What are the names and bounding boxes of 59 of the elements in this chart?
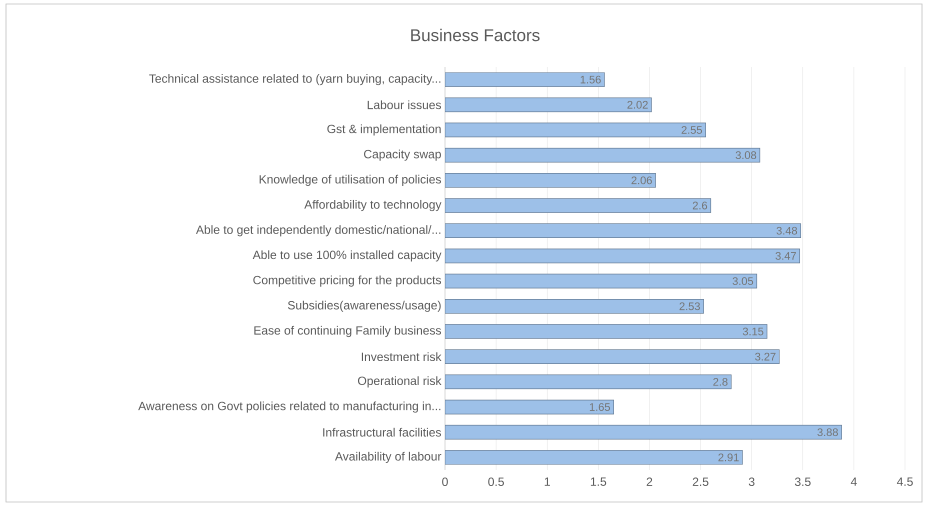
y-tick-label: Ease of continuing Family business xyxy=(254,326,442,338)
bar xyxy=(445,72,605,87)
bar xyxy=(445,173,656,188)
x-tick-label: 0 xyxy=(442,478,448,486)
x-tick-label: 4.5 xyxy=(896,478,913,486)
x-tick-label: 3.5 xyxy=(794,478,811,486)
bar xyxy=(445,148,760,162)
y-tick-label: Able to use 100% installed capacity xyxy=(252,250,442,262)
bar xyxy=(445,424,842,440)
y-tick-label: Technical assistance related to (yarn buying, capacity... xyxy=(149,74,440,86)
chart-title: Business Factors xyxy=(411,28,540,42)
data-label: 3.88 xyxy=(817,428,838,436)
data-label: 2.02 xyxy=(627,100,648,109)
y-tick-label: Subsidies(awareness/usage) xyxy=(288,300,441,312)
bar xyxy=(445,223,802,238)
x-tick-label: 2 xyxy=(646,478,652,486)
y-tick-label: Able to get independently domestic/national/... xyxy=(196,225,440,236)
data-label: 2.6 xyxy=(692,202,708,210)
y-tick-label: Infrastructural facilities xyxy=(323,428,442,437)
y-tick-label: Competitive pricing for the products xyxy=(253,276,442,287)
data-label: 3.27 xyxy=(755,352,776,361)
data-label: 3.08 xyxy=(736,151,756,160)
y-tick-label: Affordability to technology xyxy=(304,200,442,212)
data-label: 3.47 xyxy=(776,252,796,260)
data-label: 2.06 xyxy=(632,176,652,184)
y-tick-label: Gst & implementation xyxy=(327,124,441,136)
data-label: 2.55 xyxy=(682,126,702,134)
data-label: 1.65 xyxy=(590,403,610,411)
y-tick-label: Capacity swap xyxy=(364,150,441,161)
x-tick-label: 2.5 xyxy=(692,478,708,486)
bar xyxy=(445,374,732,390)
bar xyxy=(445,122,706,138)
x-tick-label: 1 xyxy=(544,478,550,486)
data-label: 3.48 xyxy=(776,226,798,235)
bar xyxy=(445,324,768,339)
data-label: 2.8 xyxy=(713,378,728,386)
x-tick-label: 4 xyxy=(850,478,857,486)
y-tick-label: Labour issues xyxy=(368,100,442,110)
x-tick-label: 0.5 xyxy=(488,478,504,486)
bar xyxy=(445,198,712,213)
y-tick-label: Availability of labour xyxy=(334,452,442,463)
bar xyxy=(445,274,758,288)
bar xyxy=(445,400,614,414)
x-tick-label: 3 xyxy=(748,478,754,486)
data-label: 3.05 xyxy=(732,277,754,285)
bar xyxy=(445,97,652,112)
bar xyxy=(445,450,743,465)
y-tick-label: Awareness on Govt policies related to manufacturing in... xyxy=(138,401,440,413)
data-label: 3.15 xyxy=(742,328,764,336)
y-tick-label: Operational risk xyxy=(358,376,442,388)
bar xyxy=(445,248,800,264)
data-label: 1.56 xyxy=(580,76,601,84)
bar xyxy=(445,298,704,314)
bar xyxy=(445,349,780,364)
data-label: 2.91 xyxy=(718,454,739,462)
y-tick-label: Knowledge of utilisation of policies xyxy=(260,174,441,186)
y-tick-label: Investment risk xyxy=(362,352,442,362)
x-tick-label: 1.5 xyxy=(590,478,606,486)
data-label: 2.53 xyxy=(680,302,700,310)
